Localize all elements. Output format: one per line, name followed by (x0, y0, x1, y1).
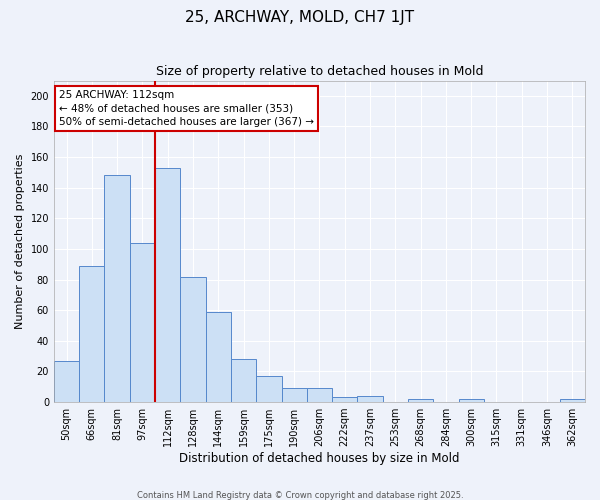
Bar (358, 396, 383, 402)
Bar (155, 168, 181, 402)
Bar (181, 276, 206, 402)
Bar (307, 388, 332, 402)
Title: Size of property relative to detached houses in Mold: Size of property relative to detached ho… (156, 65, 483, 78)
Bar (281, 388, 307, 402)
Bar (332, 398, 358, 402)
Bar (104, 176, 130, 402)
Text: 25, ARCHWAY, MOLD, CH7 1JT: 25, ARCHWAY, MOLD, CH7 1JT (185, 10, 415, 25)
Bar (231, 359, 256, 402)
Text: Contains HM Land Registry data © Crown copyright and database right 2025.: Contains HM Land Registry data © Crown c… (137, 490, 463, 500)
Bar (458, 399, 484, 402)
Bar (79, 266, 104, 402)
Bar (130, 243, 155, 402)
Bar (560, 399, 585, 402)
Bar (206, 312, 231, 402)
Text: 25 ARCHWAY: 112sqm
← 48% of detached houses are smaller (353)
50% of semi-detach: 25 ARCHWAY: 112sqm ← 48% of detached hou… (59, 90, 314, 126)
Bar (408, 399, 433, 402)
Bar (54, 360, 79, 402)
X-axis label: Distribution of detached houses by size in Mold: Distribution of detached houses by size … (179, 452, 460, 465)
Bar (256, 376, 281, 402)
Y-axis label: Number of detached properties: Number of detached properties (15, 154, 25, 329)
